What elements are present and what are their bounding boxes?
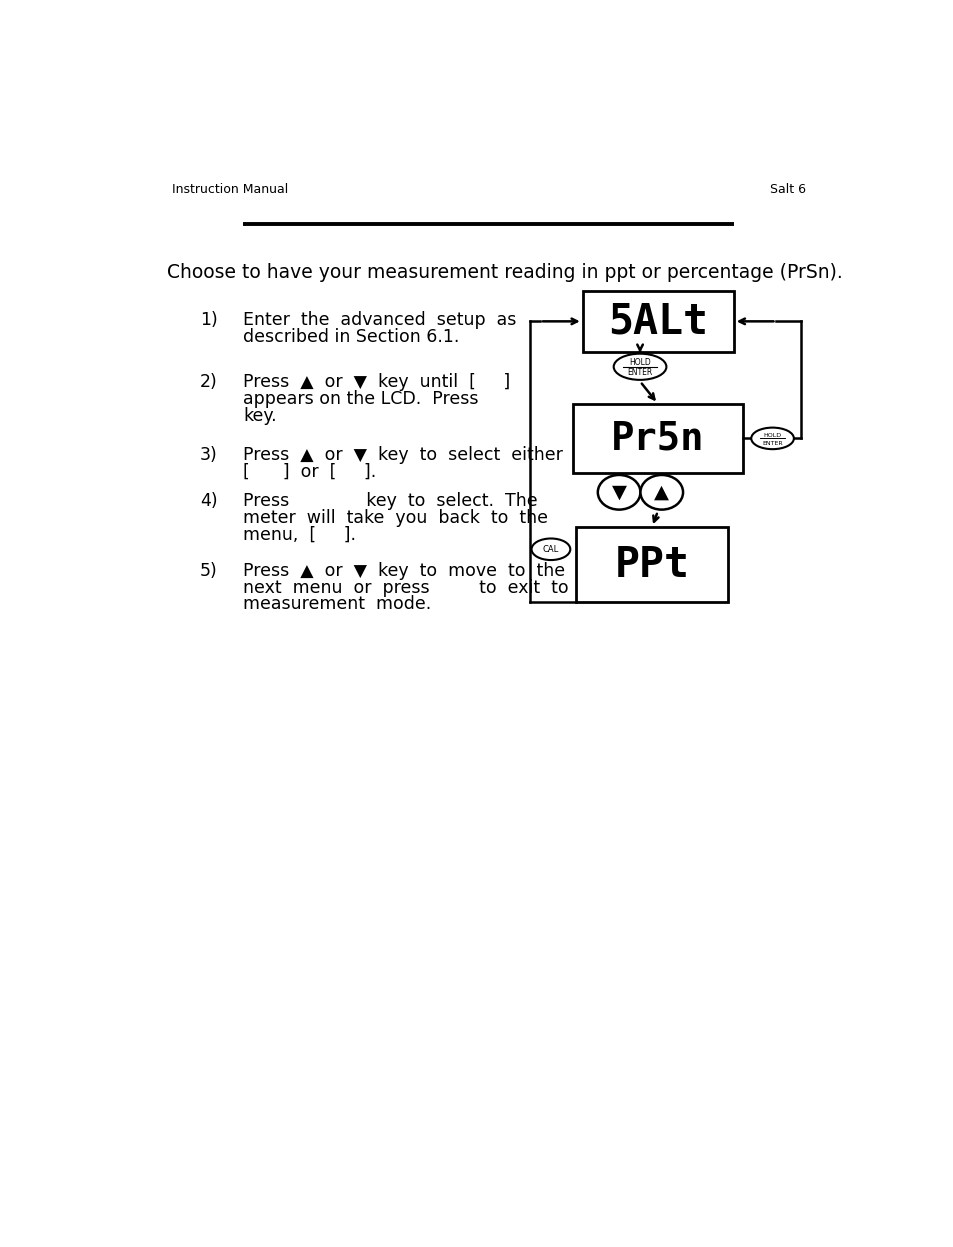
Bar — [576, 527, 727, 602]
Text: Press  ▲  or  ▼  key  until  [     ]: Press ▲ or ▼ key until [ ] — [243, 373, 510, 392]
Ellipse shape — [531, 539, 570, 560]
Text: Pr5n: Pr5n — [611, 419, 704, 458]
Text: ENTER: ENTER — [761, 440, 782, 445]
Bar — [572, 404, 742, 473]
Text: 1): 1) — [200, 312, 217, 329]
Text: Enter  the  advanced  setup  as: Enter the advanced setup as — [243, 312, 517, 329]
Text: 4): 4) — [200, 493, 217, 510]
Text: HOLD: HOLD — [629, 358, 650, 368]
Text: Choose to have your measurement reading in ppt or percentage (PrSn).: Choose to have your measurement reading … — [167, 263, 842, 282]
Text: appears on the LCD.  Press: appears on the LCD. Press — [243, 390, 478, 408]
Ellipse shape — [613, 354, 666, 380]
Text: PPt: PPt — [614, 544, 689, 586]
Text: ▼: ▼ — [611, 483, 626, 501]
Text: Salt 6: Salt 6 — [769, 183, 805, 196]
Text: next  menu  or  press         to  exit  to: next menu or press to exit to — [243, 579, 568, 596]
Text: HOLD: HOLD — [762, 433, 781, 438]
Text: 5ALt: 5ALt — [608, 301, 707, 343]
Text: Press  ▲  or  ▼  key  to  select  either: Press ▲ or ▼ key to select either — [243, 446, 562, 464]
Text: ENTER: ENTER — [627, 368, 652, 377]
Text: [      ]  or  [     ].: [ ] or [ ]. — [243, 463, 376, 481]
Text: meter  will  take  you  back  to  the: meter will take you back to the — [243, 509, 548, 527]
Ellipse shape — [750, 428, 793, 449]
Text: ▲: ▲ — [654, 483, 669, 501]
Text: measurement  mode.: measurement mode. — [243, 596, 431, 614]
Text: key.: key. — [243, 407, 276, 425]
Ellipse shape — [598, 475, 639, 510]
Text: menu,  [     ].: menu, [ ]. — [243, 526, 355, 544]
Text: described in Section 6.1.: described in Section 6.1. — [243, 328, 459, 347]
Text: 2): 2) — [200, 373, 217, 392]
Text: Instruction Manual: Instruction Manual — [172, 183, 288, 196]
Text: 5): 5) — [200, 561, 217, 580]
Text: 3): 3) — [200, 446, 217, 464]
Text: Press  ▲  or  ▼  key  to  move  to  the: Press ▲ or ▼ key to move to the — [243, 561, 565, 580]
Text: Press              key  to  select.  The: Press key to select. The — [243, 493, 537, 510]
Ellipse shape — [639, 475, 682, 510]
Bar — [582, 291, 733, 352]
Text: CAL: CAL — [542, 545, 558, 554]
